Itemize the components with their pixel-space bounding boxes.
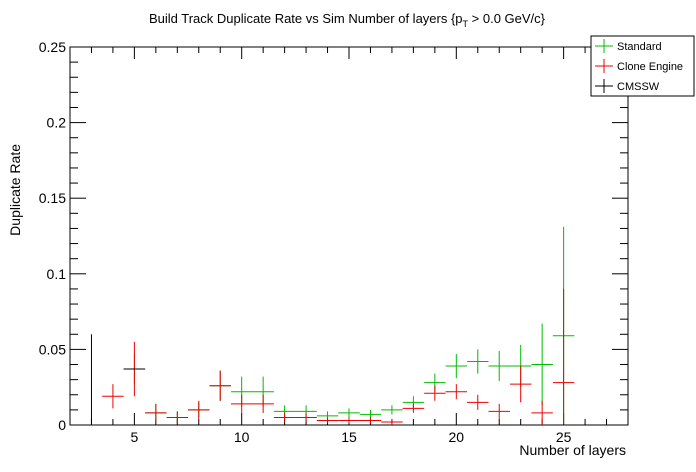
legend-label: Clone Engine bbox=[617, 61, 683, 73]
y-tick-label: 0.15 bbox=[39, 190, 66, 206]
data-point bbox=[188, 400, 210, 419]
y-tick-label: 0.25 bbox=[39, 39, 66, 55]
legend-item-standard: Standard bbox=[595, 39, 662, 53]
data-point bbox=[316, 417, 339, 424]
legend-label: Standard bbox=[617, 41, 662, 53]
y-tick-label: 0.2 bbox=[47, 115, 67, 131]
legend-items: Standard Clone Engine CMSSW bbox=[595, 39, 683, 93]
y-tick-label: 0.1 bbox=[47, 266, 67, 282]
data-point bbox=[338, 408, 360, 418]
series-clone-engine bbox=[102, 288, 575, 425]
data-point bbox=[381, 405, 403, 415]
x-axis-label: Number of layers bbox=[519, 442, 626, 458]
data-point bbox=[166, 411, 189, 424]
data-point bbox=[467, 349, 489, 374]
data-point bbox=[445, 353, 468, 379]
data-point bbox=[531, 323, 553, 406]
x-tick-label: 10 bbox=[234, 429, 250, 445]
y-tick-label: 0 bbox=[58, 417, 66, 433]
data-point bbox=[424, 385, 446, 401]
y-axis-label: Duplicate Rate bbox=[7, 144, 23, 236]
data-point bbox=[552, 288, 575, 425]
data-point bbox=[209, 370, 231, 401]
chart-title: Build Track Duplicate Rate vs Sim Number… bbox=[149, 11, 546, 29]
legend-item-cmssw: CMSSW bbox=[595, 79, 660, 93]
x-tick-label: 5 bbox=[130, 429, 138, 445]
tick-labels: 5 10 15 20 25 0 0.05 0.1 0.15 0.2 0.25 bbox=[39, 39, 572, 445]
data-point bbox=[445, 384, 468, 400]
data-point bbox=[488, 350, 510, 382]
data-point bbox=[402, 403, 425, 413]
series-cmssw bbox=[80, 334, 575, 426]
data-marks bbox=[80, 226, 575, 426]
legend-label: CMSSW bbox=[617, 81, 660, 93]
data-point bbox=[509, 366, 532, 403]
data-point bbox=[467, 394, 489, 410]
x-tick-label: 20 bbox=[449, 429, 465, 445]
x-tick-label: 15 bbox=[341, 429, 357, 445]
x-tick-label: 25 bbox=[556, 429, 572, 445]
data-point bbox=[488, 403, 510, 419]
legend-item-clone-engine: Clone Engine bbox=[595, 59, 683, 73]
data-point bbox=[230, 394, 253, 413]
y-tick-label: 0.05 bbox=[39, 341, 66, 357]
data-point bbox=[102, 384, 124, 409]
data-point bbox=[295, 412, 317, 422]
legend: Standard Clone Engine CMSSW bbox=[590, 35, 695, 97]
data-point bbox=[359, 417, 382, 424]
data-point bbox=[531, 400, 553, 425]
data-point bbox=[145, 403, 167, 422]
data-point bbox=[381, 418, 403, 425]
data-point bbox=[252, 394, 274, 413]
data-point bbox=[80, 334, 103, 426]
data-point bbox=[273, 412, 296, 422]
data-point bbox=[338, 417, 360, 424]
